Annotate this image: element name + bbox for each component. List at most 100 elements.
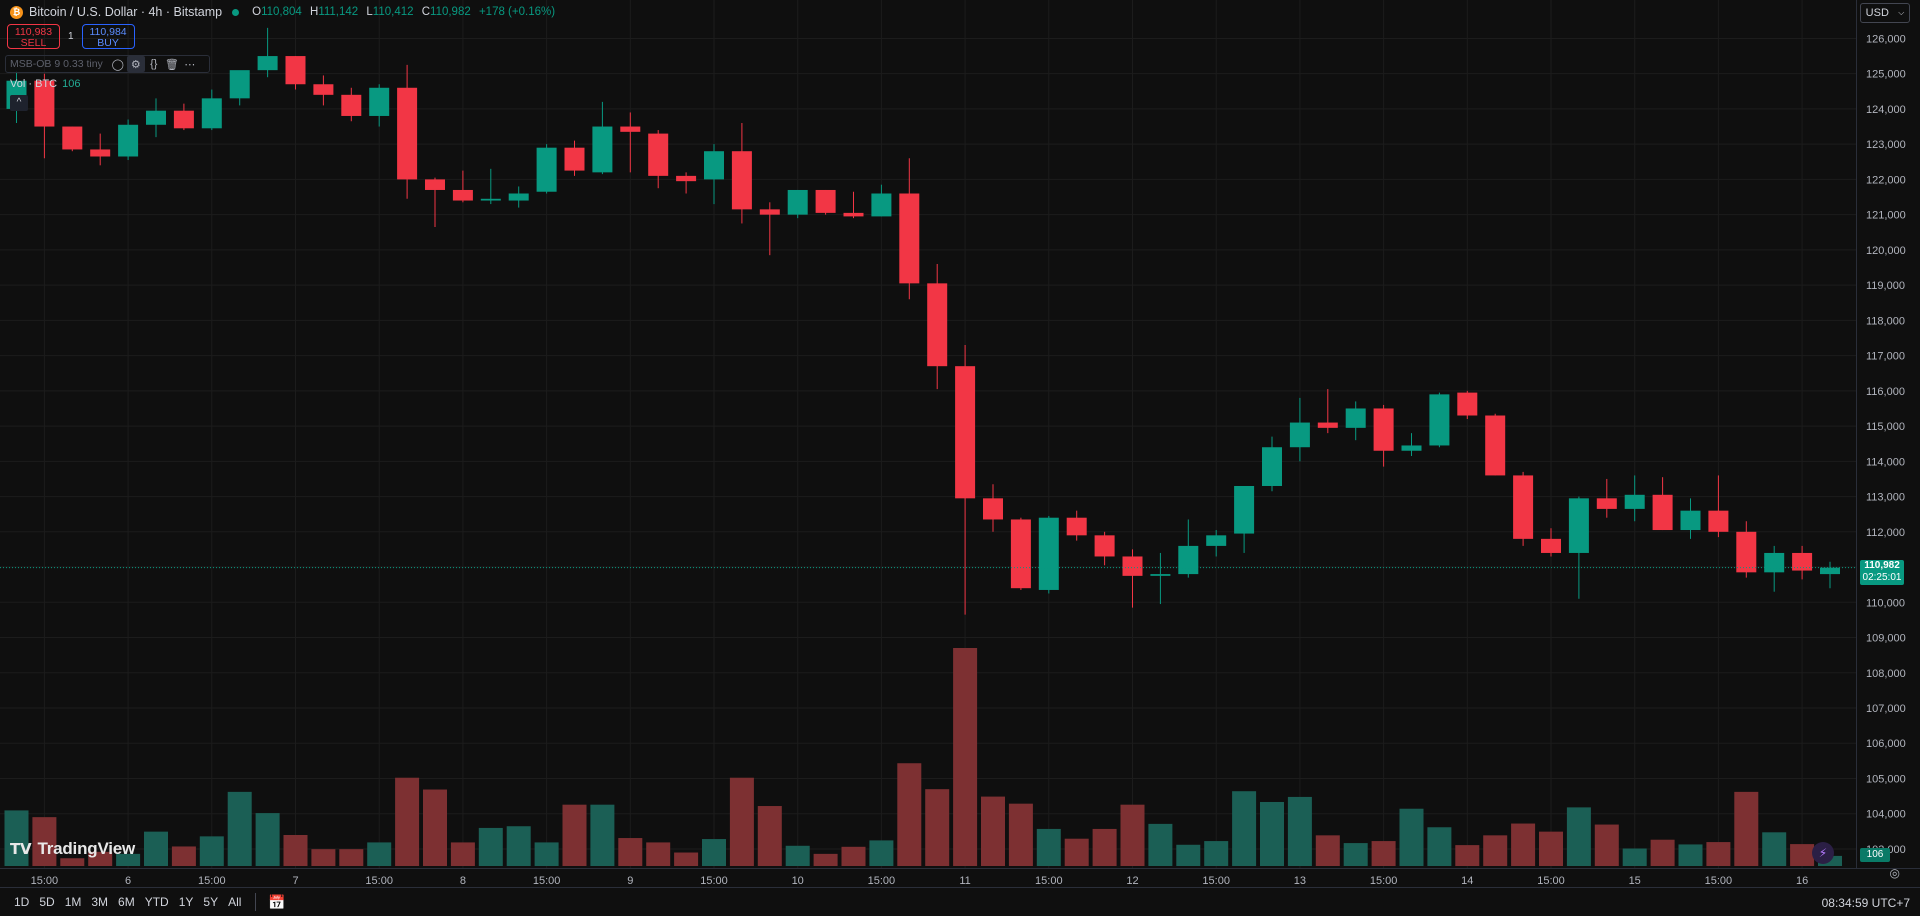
candle-body bbox=[1401, 445, 1422, 451]
collapse-legend-button[interactable]: ^ bbox=[10, 95, 28, 111]
time-tick-label: 11 bbox=[959, 875, 970, 887]
volume-bar bbox=[1455, 845, 1480, 866]
tradingview-logo[interactable]: 𝗧𝗩 TradingView bbox=[10, 839, 135, 859]
currency-select[interactable]: USD ⌵ bbox=[1860, 3, 1910, 23]
trash-icon[interactable]: 🗑 bbox=[164, 58, 179, 71]
volume-bar bbox=[4, 810, 29, 866]
source-code-icon[interactable]: {} bbox=[150, 58, 158, 70]
candle-body bbox=[1820, 567, 1840, 575]
volume-bar bbox=[1678, 844, 1703, 866]
volume-bar bbox=[1539, 831, 1563, 866]
calendar-range-icon[interactable]: 📅 bbox=[268, 893, 286, 910]
candle-body bbox=[34, 80, 55, 127]
price-tick-label: 115,000 bbox=[1866, 421, 1905, 433]
more-icon[interactable]: ⋯ bbox=[184, 58, 196, 71]
volume-bar bbox=[1371, 841, 1396, 866]
time-tick-label: 15:00 bbox=[533, 875, 561, 887]
price-tick-label: 121,000 bbox=[1866, 210, 1906, 222]
open-label: O bbox=[252, 6, 262, 18]
timeframe-5y[interactable]: 5Y bbox=[203, 895, 219, 909]
volume-bar bbox=[311, 849, 336, 866]
trade-panel: 110,983 SELL 1 110,984 BUY bbox=[7, 24, 135, 49]
time-tick-label: 12 bbox=[1126, 875, 1138, 887]
price-tick-label: 125,000 bbox=[1866, 69, 1906, 81]
candle-body bbox=[1680, 510, 1701, 531]
close-value: 110,982 bbox=[430, 6, 471, 18]
volume-bar bbox=[1427, 827, 1452, 866]
buy-label: BUY bbox=[97, 37, 119, 49]
timeframe-ytd[interactable]: YTD bbox=[144, 895, 169, 909]
volume-bar bbox=[1511, 823, 1536, 866]
candle-body bbox=[676, 175, 697, 182]
timeframe-1d[interactable]: 1D bbox=[14, 895, 30, 909]
candle-body bbox=[369, 87, 390, 116]
price-tick-label: 108,000 bbox=[1866, 668, 1906, 680]
candle-body bbox=[927, 283, 948, 367]
close-label: C bbox=[421, 6, 431, 18]
timeframe-6m[interactable]: 6M bbox=[118, 895, 135, 909]
candle-body bbox=[1429, 394, 1450, 446]
hide-eye-icon[interactable]: ◯ bbox=[111, 58, 124, 71]
indicator-legend[interactable]: MSB-OB 9 0.33 tiny ◯ ⚙ {} 🗑 ⋯ bbox=[5, 55, 210, 73]
candle-body bbox=[955, 366, 976, 499]
timeframe-1y[interactable]: 1Y bbox=[178, 895, 194, 909]
candle-body bbox=[1541, 538, 1561, 553]
candle-body bbox=[1708, 510, 1729, 532]
timeframe-1m[interactable]: 1M bbox=[64, 895, 82, 909]
candle-body bbox=[313, 84, 334, 95]
candle-body bbox=[285, 56, 306, 85]
candle-body bbox=[480, 198, 501, 201]
symbol-title[interactable]: Bitcoin / U.S. Dollar · 4h · Bitstamp bbox=[29, 5, 223, 19]
timeframe-all[interactable]: All bbox=[228, 895, 242, 909]
volume-bar bbox=[255, 813, 280, 866]
volume-bar bbox=[1399, 808, 1424, 866]
volume-bar bbox=[60, 858, 85, 866]
candle-body bbox=[257, 56, 278, 71]
volume-bar bbox=[590, 804, 615, 866]
volume-bar bbox=[283, 835, 308, 866]
time-tick-label: 16 bbox=[1796, 875, 1808, 887]
timeframe-3m[interactable]: 3M bbox=[91, 895, 109, 909]
volume-bar bbox=[646, 842, 671, 866]
volume-bar bbox=[1176, 844, 1201, 866]
candle-body bbox=[536, 147, 557, 192]
change-value: +178 (+0.16%) bbox=[478, 6, 556, 18]
volume-bar bbox=[1148, 823, 1173, 866]
clock-timezone[interactable]: 08:34:59 UTC+7 bbox=[1821, 896, 1910, 910]
price-tick-label: 113,000 bbox=[1866, 492, 1905, 504]
volume-bar bbox=[116, 853, 141, 866]
settings-gear-icon[interactable]: ⚙ bbox=[126, 56, 145, 72]
candle-body bbox=[201, 98, 222, 129]
candle-body bbox=[1206, 535, 1227, 546]
candle-body bbox=[1457, 392, 1478, 416]
price-tick-label: 110,000 bbox=[1866, 597, 1905, 609]
volume-bar bbox=[1762, 832, 1787, 866]
candle-body bbox=[620, 126, 641, 132]
candle-body bbox=[1289, 422, 1310, 448]
candle-body bbox=[648, 133, 669, 176]
volume-bar bbox=[841, 846, 866, 866]
volume-bar bbox=[144, 831, 168, 866]
scale-settings-icon[interactable]: ◎ bbox=[1889, 866, 1900, 880]
low-label: L bbox=[366, 6, 373, 18]
timeframe-5d[interactable]: 5D bbox=[39, 895, 55, 909]
sell-button[interactable]: 110,983 SELL bbox=[7, 24, 60, 49]
candle-body bbox=[1764, 552, 1785, 573]
candle-body bbox=[173, 110, 194, 129]
price-tick-label: 120,000 bbox=[1866, 245, 1906, 257]
volume-bar bbox=[1260, 801, 1284, 866]
volume-bar bbox=[813, 853, 838, 866]
candle-body bbox=[731, 151, 752, 210]
volume-bar bbox=[869, 840, 894, 866]
volume-bar bbox=[897, 763, 922, 866]
time-tick-label: 15:00 bbox=[198, 875, 226, 887]
price-tick-label: 109,000 bbox=[1866, 633, 1906, 645]
price-tick-label: 107,000 bbox=[1866, 703, 1906, 715]
candle-body bbox=[146, 110, 166, 125]
price-tick-label: 119,000 bbox=[1866, 280, 1905, 292]
volume-bar bbox=[227, 791, 252, 866]
volume-bar bbox=[1734, 791, 1759, 866]
buy-button[interactable]: 110,984 BUY bbox=[81, 24, 135, 49]
replay-bolt-icon[interactable]: ⚡ bbox=[1812, 842, 1834, 864]
